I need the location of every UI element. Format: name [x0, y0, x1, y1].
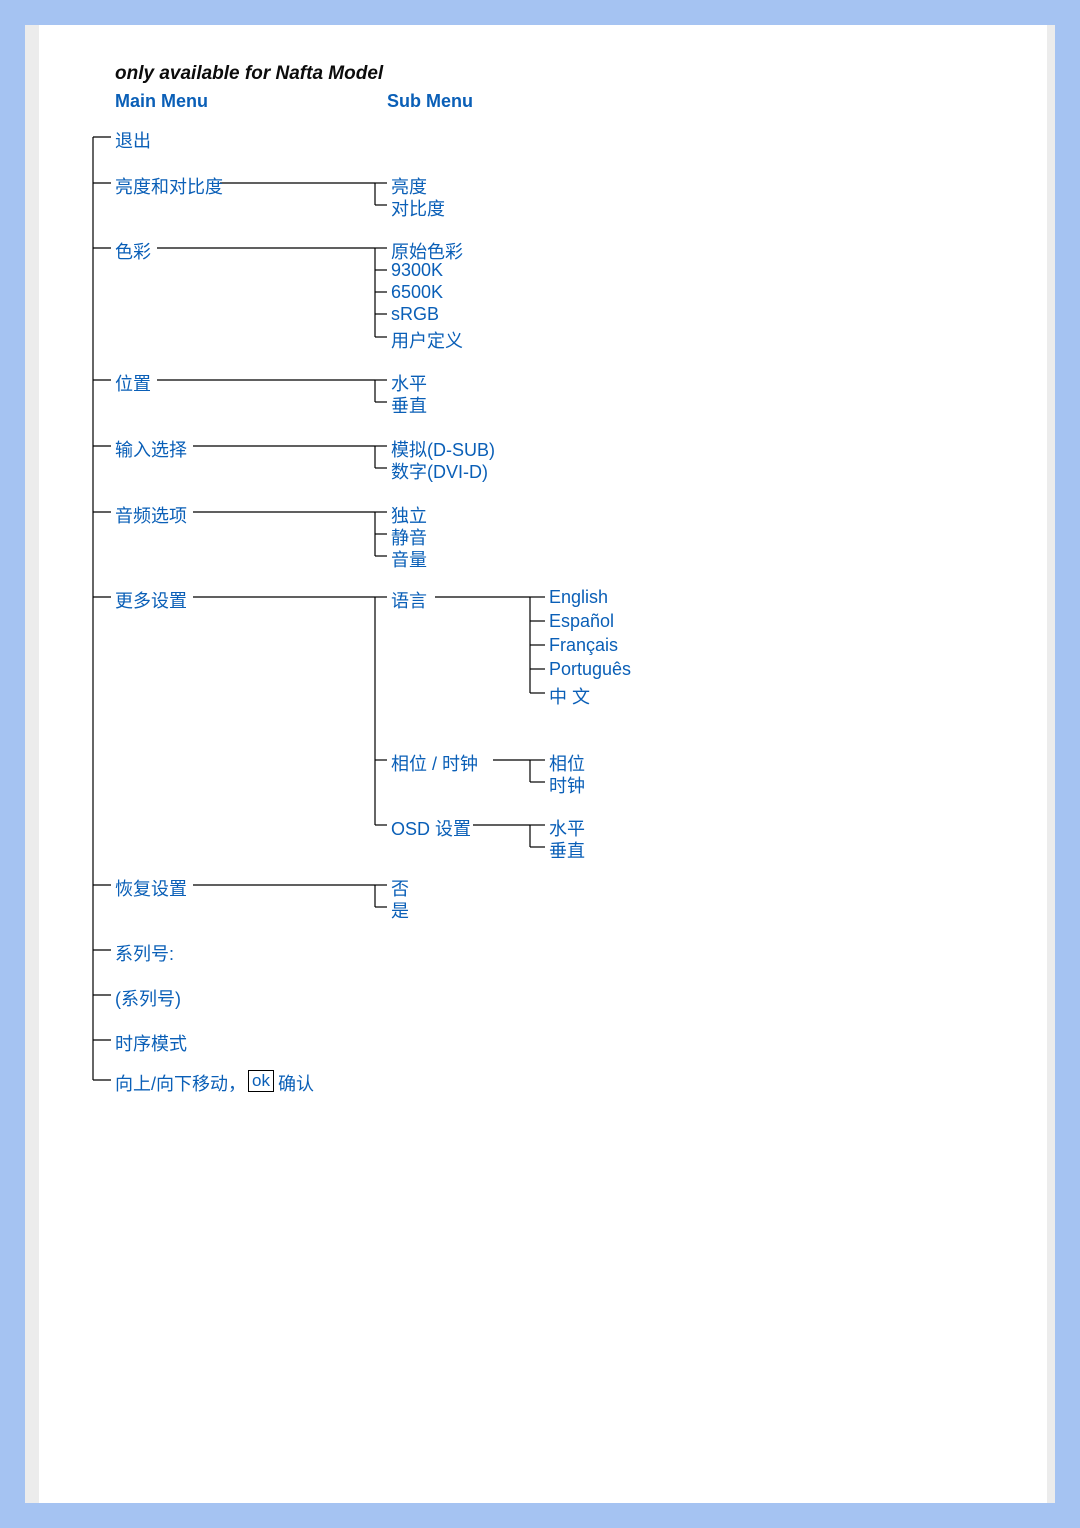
- menu-brightness-contrast: 亮度和对比度: [115, 173, 223, 199]
- sub-osd-settings: OSD 设置: [391, 815, 471, 841]
- menu-color: 色彩: [115, 238, 151, 264]
- menu-audio-options: 音频选项: [115, 502, 187, 528]
- menu-nav-prefix: 向上/向下移动，: [115, 1070, 246, 1096]
- tree-lines: [25, 25, 1055, 1503]
- sub-language: 语言: [391, 587, 427, 613]
- lang-portugues: Português: [549, 659, 631, 680]
- sub-phase-clock: 相位 / 时钟: [391, 750, 478, 776]
- menu-serial-label: 系列号:: [115, 940, 174, 966]
- phase-clock: 时钟: [549, 772, 585, 798]
- sub-srgb: sRGB: [391, 304, 439, 325]
- menu-exit: 退出: [115, 127, 151, 153]
- menu-input-select: 输入选择: [115, 436, 187, 462]
- sub-contrast: 对比度: [391, 195, 445, 221]
- sub-6500k: 6500K: [391, 282, 443, 303]
- sub-volume: 音量: [391, 546, 427, 572]
- sub-user-defined: 用户定义: [391, 327, 463, 353]
- page: only available for Nafta Model Main Menu…: [25, 25, 1055, 1503]
- menu-timing-mode: 时序模式: [115, 1030, 187, 1056]
- lang-espanol: Español: [549, 611, 614, 632]
- ok-box: ok: [248, 1070, 274, 1092]
- menu-serial-value: (系列号): [115, 985, 181, 1011]
- menu-more-settings: 更多设置: [115, 587, 187, 613]
- sub-digital: 数字(DVI-D): [391, 458, 488, 484]
- osd-vertical: 垂直: [549, 837, 585, 863]
- lang-chinese: 中 文: [549, 683, 590, 709]
- menu-reset: 恢复设置: [115, 875, 187, 901]
- lang-english: English: [549, 587, 608, 608]
- menu-nav-suffix: 确认: [278, 1070, 314, 1096]
- menu-position: 位置: [115, 370, 151, 396]
- sub-vertical: 垂直: [391, 392, 427, 418]
- sub-yes: 是: [391, 897, 409, 923]
- sub-9300k: 9300K: [391, 260, 443, 281]
- lang-francais: Français: [549, 635, 618, 656]
